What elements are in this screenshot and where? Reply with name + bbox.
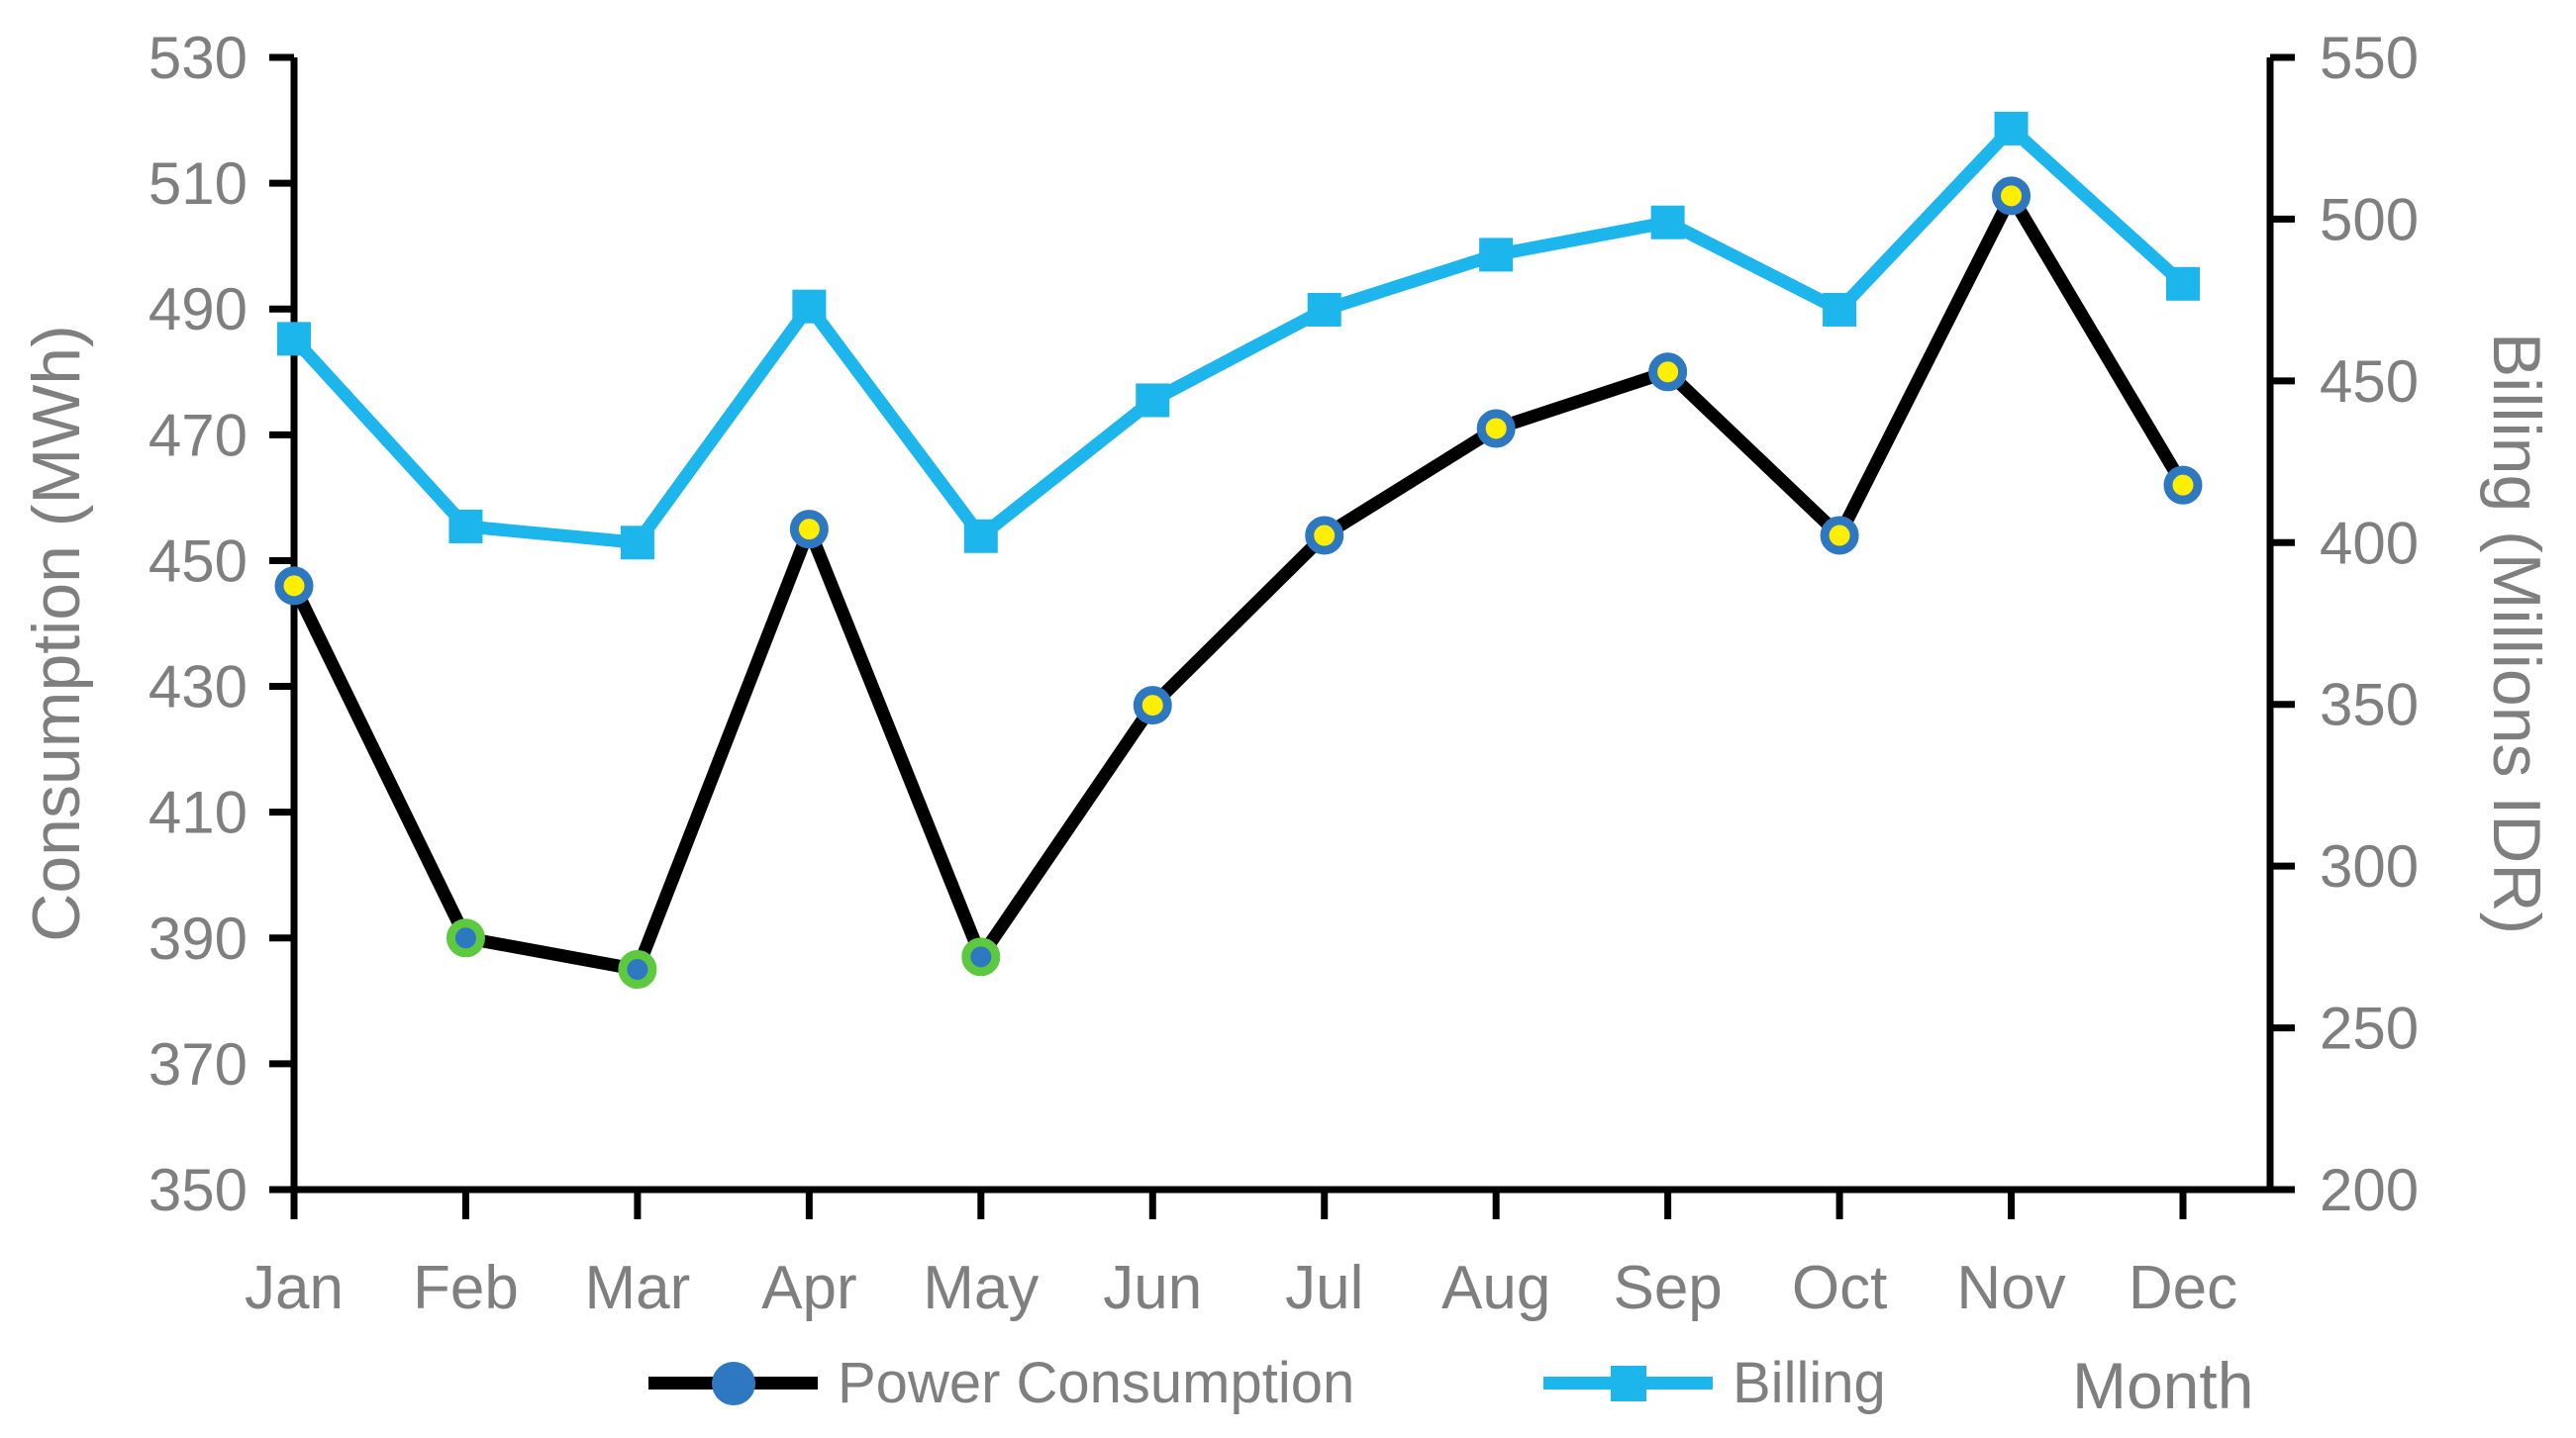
power-consumption-data-point	[1133, 686, 1172, 725]
billing-data-point	[1650, 205, 1685, 240]
left-axis-tick-label: 430	[149, 654, 248, 720]
left-axis-tick-label: 450	[149, 527, 248, 594]
right-axis-tick-label: 450	[2320, 348, 2419, 415]
power-consumption-data-point-highlighted	[961, 937, 1001, 977]
power-consumption-data-point	[1648, 352, 1688, 392]
right-axis-tick-label: 300	[2320, 833, 2419, 900]
billing-data-point	[2166, 266, 2200, 301]
billing-data-point	[1479, 238, 1514, 272]
right-axis-title: Billing (Millions IDR)	[2479, 332, 2554, 935]
x-axis-month-label: Jan	[245, 1254, 344, 1322]
legend-label: Power Consumption	[838, 1350, 1355, 1415]
legend-label: Billing	[1733, 1350, 1886, 1415]
power-consumption-data-point	[1305, 516, 1344, 555]
left-axis-tick-label: 490	[149, 276, 248, 342]
right-axis-tick-label: 250	[2320, 996, 2419, 1062]
billing-data-point	[1994, 111, 2029, 145]
right-axis-tick-label: 500	[2320, 186, 2419, 252]
power-consumption-data-point	[1476, 409, 1516, 448]
power-consumption-data-point	[1992, 176, 2031, 216]
x-axis-month-label: Apr	[761, 1254, 856, 1322]
power-consumption-data-point	[2163, 465, 2203, 505]
billing-data-point	[1823, 292, 1857, 327]
left-axis-tick-label: 390	[149, 906, 248, 972]
x-axis-month-label: Aug	[1441, 1254, 1550, 1322]
left-axis-title: Consumption (MWh)	[19, 325, 94, 942]
billing-data-point	[277, 322, 311, 356]
billing-series-line	[289, 122, 2188, 549]
right-axis-tick-label: 200	[2320, 1157, 2419, 1223]
billing-data-point	[1136, 383, 1170, 418]
power-consumption-data-point-highlighted	[446, 918, 485, 958]
x-axis-month-label: Jun	[1103, 1254, 1202, 1322]
left-axis-tick-label: 350	[149, 1157, 248, 1223]
x-axis-month-label: Oct	[1792, 1254, 1887, 1322]
left-axis-tick-label: 410	[149, 780, 248, 846]
x-axis-month-label: Nov	[1956, 1254, 2065, 1322]
x-axis-month-label: May	[923, 1254, 1039, 1322]
left-axis-tick-label: 510	[149, 150, 248, 217]
left-axis-tick-label: 470	[149, 402, 248, 468]
x-axis-month-label: Mar	[585, 1254, 691, 1322]
power-consumption-data-point	[274, 566, 314, 606]
billing-data-point	[620, 526, 654, 560]
x-axis-month-label: Jul	[1285, 1254, 1363, 1322]
power-consumption-data-point	[789, 510, 829, 549]
billing-data-point	[448, 509, 483, 543]
right-axis-tick-label: 550	[2320, 25, 2419, 91]
legend-item-power-consumption: Power Consumption	[648, 1351, 1354, 1415]
legend-power-consumption-swatch	[648, 1353, 818, 1412]
x-axis-title: Month	[2072, 1349, 2254, 1422]
legend-billing-swatch	[1543, 1353, 1713, 1412]
legend-square-marker-icon	[1611, 1366, 1646, 1401]
right-axis-tick-label: 350	[2320, 672, 2419, 738]
billing-data-point	[963, 519, 998, 553]
billing-data-point	[792, 289, 827, 324]
legend-circle-marker-icon	[712, 1362, 755, 1405]
legend-item-billing: Billing	[1543, 1351, 1886, 1415]
x-axis-month-label: Feb	[413, 1254, 519, 1322]
power-consumption-data-point	[1820, 516, 1859, 555]
power-consumption-series-line	[288, 189, 2189, 977]
left-axis-tick-label: 530	[149, 25, 248, 91]
power-consumption-data-point-highlighted	[618, 950, 657, 990]
left-axis-tick-label: 370	[149, 1031, 248, 1098]
x-axis-month-label: Dec	[2129, 1254, 2237, 1322]
billing-data-point	[1307, 292, 1341, 327]
right-axis-tick-label: 400	[2320, 510, 2419, 576]
x-axis-month-label: Sep	[1613, 1254, 1722, 1322]
